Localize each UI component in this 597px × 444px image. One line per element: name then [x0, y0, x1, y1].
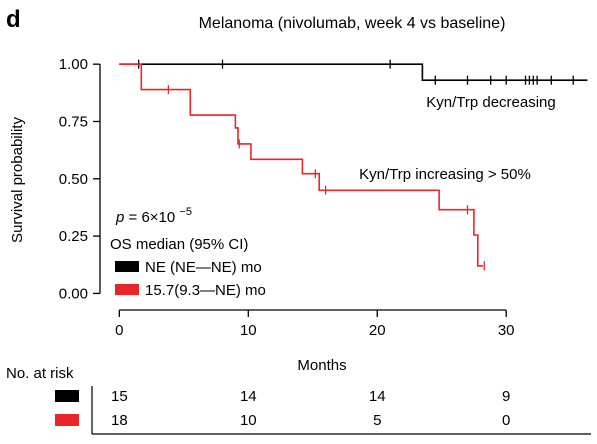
- survival-curve: [119, 63, 483, 267]
- risk-value: 0: [502, 412, 510, 429]
- y-tick-label: 0.75: [59, 113, 88, 130]
- p-value-text: = 6×10: [129, 209, 176, 226]
- series-kyn-trp-decreasing: [119, 59, 588, 85]
- x-tick-label: 20: [369, 322, 386, 339]
- survival-curves: [119, 59, 588, 271]
- risk-table-title: No. at risk: [6, 365, 74, 382]
- x-axis-label: Months: [297, 357, 346, 374]
- x-tick-label: 10: [240, 322, 257, 339]
- y-tick-label: 0.50: [59, 171, 88, 188]
- y-tick-label: 0.00: [59, 285, 88, 302]
- risk-value: 9: [502, 388, 510, 405]
- annotation-kyn-trp-decreasing: Kyn/Trp decreasing: [426, 94, 556, 111]
- panel-label: d: [6, 6, 21, 33]
- risk-value: 5: [373, 412, 381, 429]
- survival-curve: [119, 63, 588, 81]
- risk-values: 15 14 14 9 18 10 5 0: [111, 388, 510, 429]
- risk-value: 15: [111, 388, 128, 405]
- risk-value: 10: [240, 412, 257, 429]
- legend-swatch-red: [115, 284, 139, 295]
- p-value: p = 6×10 −5: [115, 206, 192, 226]
- risk-value: 14: [369, 388, 386, 405]
- risk-value: 14: [240, 388, 257, 405]
- y-tick-label: 1.00: [59, 56, 88, 73]
- annotation-kyn-trp-increasing: Kyn/Trp increasing > 50%: [359, 166, 531, 183]
- y-axis-label: Survival probability: [9, 117, 26, 243]
- y-tick-label: 0.25: [59, 228, 88, 245]
- median-header: OS median (95% CI): [110, 236, 248, 253]
- legend-label-red: 15.7(9.3—NE) mo: [145, 282, 266, 299]
- risk-swatch-red: [55, 414, 79, 426]
- legend-label-black: NE (NE—NE) mo: [145, 259, 262, 276]
- p-exponent: −5: [179, 206, 192, 218]
- x-tick-label: 0: [115, 322, 123, 339]
- risk-value: 18: [111, 412, 128, 429]
- axes: 0.00 0.25 0.50 0.75 1.00 0 10 20 30: [59, 56, 515, 339]
- p-symbol: p: [115, 209, 124, 226]
- chart-title: Melanoma (nivolumab, week 4 vs baseline): [199, 15, 506, 32]
- legend-swatch-black: [115, 261, 139, 272]
- x-tick-label: 30: [498, 322, 515, 339]
- series-kyn-trp-increasing-50: [119, 63, 485, 271]
- risk-swatch-black: [55, 390, 79, 402]
